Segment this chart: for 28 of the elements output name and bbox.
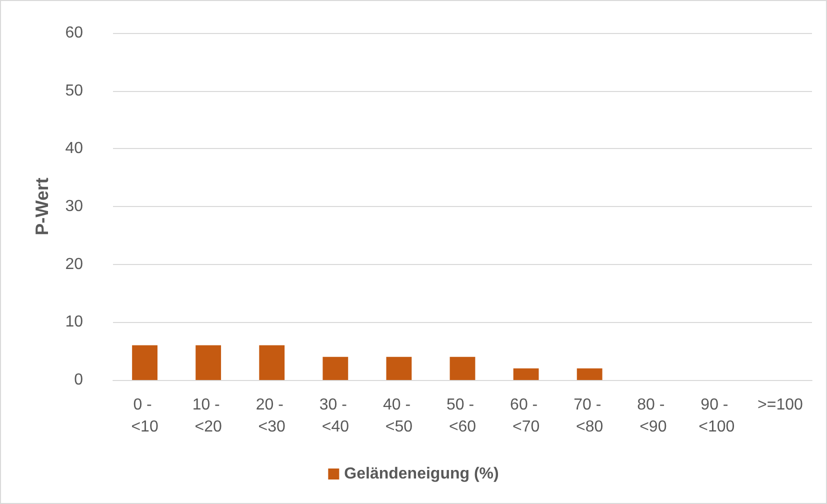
bar xyxy=(386,356,412,380)
x-tick-label: 30 - <40 xyxy=(319,396,352,436)
y-tick-label: 0 xyxy=(74,372,84,388)
x-tick-label: 60 - <70 xyxy=(510,396,542,436)
x-tick-label: 20 - <30 xyxy=(256,396,288,436)
bar xyxy=(196,345,222,380)
bar xyxy=(322,356,348,380)
x-tick-label: 70 - <80 xyxy=(574,396,606,436)
y-tick-label: 40 xyxy=(65,140,84,158)
legend-label: Geländeneigung (%) xyxy=(344,466,499,482)
y-axis-title: P-Wert xyxy=(32,178,52,236)
y-tick-label: 20 xyxy=(65,256,84,273)
x-tick-label: 0 - <10 xyxy=(131,396,158,436)
y-tick-label: 10 xyxy=(65,314,84,331)
x-tick-label: 40 - <50 xyxy=(382,396,415,436)
y-tick-label: 60 xyxy=(65,24,84,42)
bar xyxy=(576,368,602,380)
bar xyxy=(132,345,158,380)
x-tick-label: >=100 xyxy=(758,396,804,414)
x-tick-label: 80 - <90 xyxy=(637,396,670,436)
y-tick-label: 50 xyxy=(65,82,84,100)
x-tick-label: 10 - <20 xyxy=(192,396,224,436)
bar xyxy=(259,345,285,380)
x-tick-label: 50 - <60 xyxy=(446,396,479,436)
bar xyxy=(450,356,476,380)
bar xyxy=(513,368,539,380)
x-tick-label: 90 - <100 xyxy=(698,396,735,436)
y-tick-label: 30 xyxy=(65,198,84,215)
